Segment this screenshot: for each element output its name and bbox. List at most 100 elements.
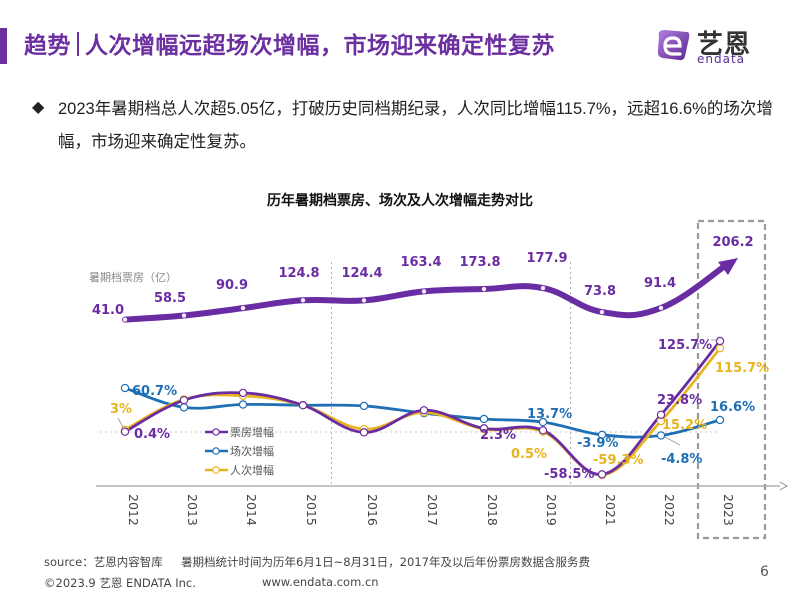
logo-chinese-text: 艺恩	[697, 30, 752, 60]
box-office-point	[481, 286, 487, 292]
x-tick-label: 2014	[244, 494, 259, 526]
legend-swatch-marker	[212, 466, 220, 474]
legend-label: 场次增幅	[230, 444, 274, 458]
title-prefix: 趋势	[24, 33, 71, 59]
screenings_growth-label: 13.7%	[527, 407, 572, 422]
box_office_growth-point	[419, 406, 429, 415]
box-office-axis-label: 暑期档票房（亿）	[89, 270, 177, 284]
box-office-label: 177.9	[526, 251, 567, 266]
admissions_growth-line	[123, 346, 722, 477]
box_office_growth-point	[298, 401, 308, 410]
box_office_growth-point	[359, 428, 369, 437]
screenings_growth-point	[359, 401, 369, 411]
page-title: 趋势 人次增幅远超场次增幅，市场迎来确定性复苏	[24, 26, 555, 60]
box-office-point	[240, 305, 246, 311]
legend-swatch-marker	[212, 447, 220, 455]
box-office-point	[122, 317, 128, 322]
x-tick-label: 2015	[304, 494, 319, 526]
box-office-point	[361, 298, 367, 303]
x-tick-label: 2022	[662, 494, 677, 526]
footer-copyright: ©2023.9 艺恩 ENDATA Inc.	[44, 576, 196, 590]
box-office-label: 90.9	[216, 278, 248, 293]
screenings_growth-label: -3.9%	[577, 436, 618, 451]
x-tick-label: 2019	[544, 494, 559, 526]
box_office_growth-point	[538, 426, 548, 435]
box_office_growth-point	[715, 336, 725, 346]
box_office_growth-point	[120, 427, 130, 436]
box_office_growth-label: 23.8%	[657, 393, 702, 408]
screenings_growth-point	[715, 415, 725, 425]
screenings_growth-label: -4.8%	[661, 452, 702, 467]
box_office_growth-point	[238, 388, 248, 398]
highlight-box-2023	[696, 219, 767, 540]
footer-source: source：艺恩内容智库 暑期档统计时间为历年6月1日~8月31日，2017年…	[44, 555, 590, 569]
box_office_growth-point	[597, 470, 607, 479]
box-office-label: 73.8	[584, 284, 616, 299]
box-office-label: 124.4	[341, 266, 382, 281]
x-tick-label: 2023	[721, 494, 736, 526]
x-axis-arrow-icon	[779, 481, 789, 491]
box-office-line	[122, 260, 732, 323]
box-office-point	[421, 289, 427, 294]
footer-url[interactable]: www.endata.com.cn	[262, 575, 379, 589]
admissions_growth-label: 15.2%	[662, 418, 707, 433]
page-number: 6	[760, 564, 769, 580]
screenings_growth-label: 16.6%	[710, 400, 755, 415]
box_office_growth-line	[123, 339, 722, 476]
admissions_growth-label: -59.3%	[593, 453, 644, 468]
box-office-point	[540, 285, 546, 291]
admissions_growth-point	[715, 344, 725, 353]
legend-label: 票房增幅	[230, 425, 274, 439]
screenings_growth-point	[656, 431, 666, 440]
box_office_growth-label: -58.5%	[544, 467, 595, 482]
title-accent-bar	[0, 28, 7, 64]
endata-logo-icon	[657, 30, 690, 61]
logo-english-text: endata	[697, 52, 746, 66]
box-office-label: 41.0	[92, 303, 124, 318]
x-tick-label: 2021	[603, 494, 618, 526]
x-tick-label: 2017	[425, 494, 440, 526]
box_office_growth-point	[479, 424, 489, 433]
screenings_growth-point	[179, 403, 189, 412]
title-main: 人次增幅远超场次增幅，市场迎来确定性复苏	[85, 33, 555, 59]
legend-label: 人次增幅	[230, 463, 274, 477]
bullet-diamond-icon: ◆	[32, 97, 45, 116]
screenings_growth-point	[597, 430, 607, 440]
admissions_growth-label: 0.5%	[511, 447, 547, 462]
box-office-label: 124.8	[278, 266, 319, 281]
x-tick-label: 2018	[485, 494, 500, 526]
leader-line	[117, 417, 125, 430]
screenings_growth-label: 60.7%	[132, 384, 177, 399]
summary-text: 2023年暑期档总人次超5.05亿，打破历史同档期纪录，人次同比增幅115.7%…	[58, 100, 773, 151]
box-office-label: 58.5	[154, 291, 186, 306]
screenings_growth-point	[479, 414, 489, 424]
box_office_growth-point	[656, 410, 666, 419]
chart-title: 历年暑期档票房、场次及人次增幅走势对比	[267, 193, 533, 209]
admissions_growth-label: 3%	[110, 402, 132, 417]
x-tick-label: 2016	[365, 494, 380, 526]
box-office-arrow-icon	[718, 258, 738, 275]
endata-logo: 艺恩 endata	[655, 26, 785, 70]
box-office-point	[181, 313, 187, 318]
title-separator	[77, 32, 79, 56]
box_office_growth-label: 2.3%	[480, 428, 516, 443]
box-office-label: 173.8	[459, 255, 500, 270]
box-office-label: 91.4	[644, 276, 676, 291]
box_office_growth-point	[179, 395, 189, 405]
box-office-point	[300, 298, 306, 303]
box-office-label: 206.2	[712, 235, 753, 250]
box_office_growth-label: 125.7%	[658, 338, 712, 353]
x-tick-label: 2012	[126, 494, 141, 526]
box-office-label: 163.4	[400, 255, 441, 270]
box_office_growth-label: 0.4%	[134, 427, 170, 442]
admissions_growth-label: 115.7%	[715, 361, 769, 376]
box-office-point	[658, 305, 664, 311]
screenings_growth-point	[238, 400, 248, 409]
screenings_growth-point	[538, 417, 548, 427]
x-tick-label: 2013	[185, 494, 200, 526]
screenings_growth-point	[120, 383, 130, 393]
legend-swatch-marker	[212, 428, 220, 436]
leader-line	[664, 436, 681, 446]
box-office-point	[599, 309, 605, 315]
